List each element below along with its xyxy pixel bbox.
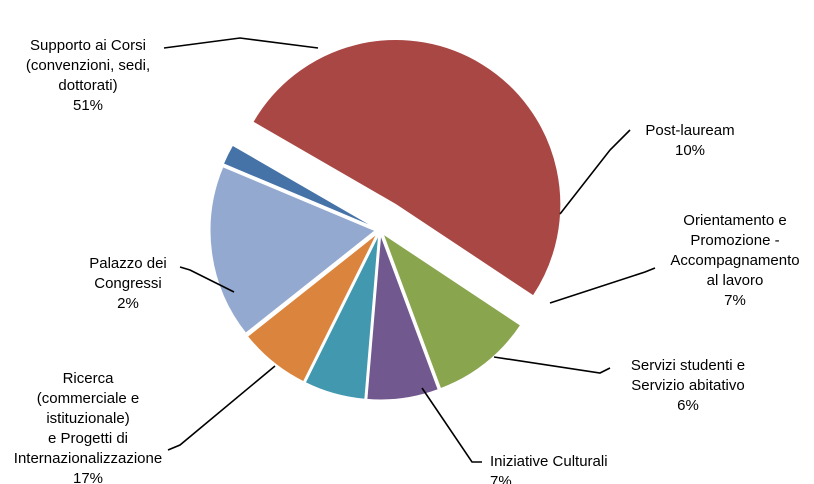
slice-label-line: Congressi [94, 275, 162, 292]
slice-label-line: (commerciale e [37, 390, 140, 407]
slice-percent-label: 10% [675, 142, 705, 159]
slices-layer [209, 39, 562, 401]
slice-label-line: istituzionale) [46, 410, 129, 427]
slice-label-4: Servizi studenti e Servizio abitativo 6% [631, 357, 745, 414]
slice-label-line: (convenzioni, sedi, [26, 57, 150, 74]
slice-percent-label: 6% [677, 397, 699, 414]
pie-slice-4 [304, 234, 380, 400]
leader-line-5 [421, 387, 482, 463]
slice-label-3: Orientamento e Promozione - Accompagnament… [670, 212, 799, 309]
leader-line-7 [179, 266, 235, 293]
slice-label-line: Palazzo dei [89, 255, 167, 272]
leader-line-1 [163, 37, 319, 49]
pie-slice-6 [209, 166, 377, 334]
slice-label-line: Servizi studenti e [631, 357, 745, 374]
slice-label-line: al lavoro [707, 272, 764, 289]
slice-label-line: dottorati) [58, 77, 117, 94]
slice-percent-label: 7% [724, 292, 746, 309]
slice-percent-label: 51% [73, 97, 103, 114]
leader-line-4 [493, 356, 611, 374]
pie-slice-2 [382, 232, 522, 390]
slice-percent-label: 2% [117, 295, 139, 312]
leader-line-6 [167, 365, 276, 451]
slice-label-6: Ricerca (commerciale e istituzionale) e Pro… [14, 370, 162, 484]
slice-label-line: Servizio abitativo [631, 377, 744, 394]
slice-label-1: Supporto ai Corsi (convenzioni, sedi, dott… [26, 37, 150, 114]
slice-label-line: Ricerca [63, 370, 115, 387]
slice-label-line: Orientamento e [683, 212, 786, 229]
leader-line-3 [549, 267, 656, 304]
slice-label-line: Supporto ai Corsi [30, 37, 146, 54]
slice-label-line: Accompagnamento [670, 252, 799, 269]
pie-slice-5 [246, 233, 378, 383]
slice-label-line: e Progetti di [48, 430, 128, 447]
leader-line-2 [559, 129, 631, 215]
pie-slice-1 [252, 39, 562, 297]
slice-label-7: Palazzo dei Congressi 2% [89, 255, 167, 312]
slice-label-line: Promozione - [690, 232, 779, 249]
slice-percent-label: 7% [490, 473, 512, 484]
pie-slice-3 [366, 234, 439, 401]
slice-label-line: Internazionalizzazione [14, 450, 162, 467]
slice-label-line: Post-lauream [645, 122, 734, 139]
slice-label-2: Post-lauream 10% [645, 122, 734, 159]
slice-percent-label: 17% [73, 470, 103, 484]
labels-layer: Supporto ai Corsi (convenzioni, sedi, dott… [14, 37, 800, 484]
pie-slice-7 [222, 144, 376, 229]
slice-label-line: Iniziative Culturali [490, 453, 608, 470]
slice-label-5: Iniziative Culturali 7% [490, 453, 608, 484]
leaders-layer [163, 37, 656, 463]
